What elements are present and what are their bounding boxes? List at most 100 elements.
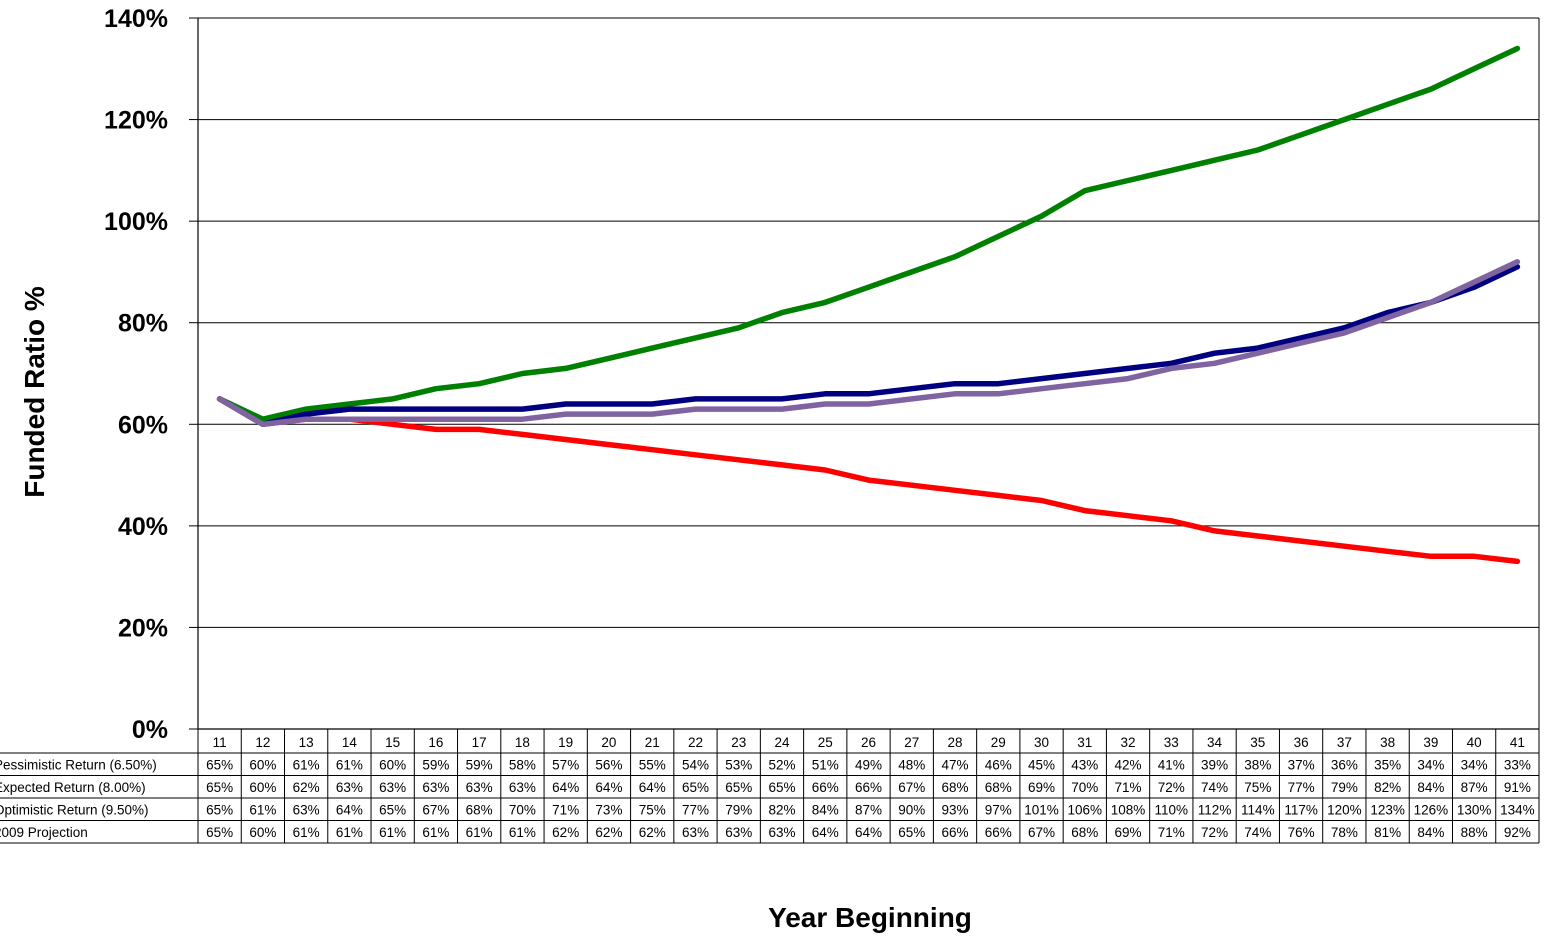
table-cell: 106%: [1068, 802, 1103, 817]
x-category-label: 16: [428, 735, 443, 750]
table-cell: 60%: [249, 757, 276, 772]
x-category-label: 33: [1164, 735, 1179, 750]
x-category-label: 32: [1121, 735, 1136, 750]
table-cell: 63%: [682, 825, 709, 840]
table-cell: 34%: [1417, 757, 1444, 772]
x-category-label: 13: [299, 735, 314, 750]
table-cell: 37%: [1288, 757, 1315, 772]
series-line-3: [216, 45, 1521, 422]
table-cell: 75%: [1244, 780, 1271, 795]
table-cell: 87%: [855, 802, 882, 817]
table-cell: 66%: [942, 825, 969, 840]
gridlines: [189, 17, 1540, 730]
x-category-label: 14: [342, 735, 358, 750]
y-axis-label: Funded Ratio %: [19, 286, 50, 498]
table-cell: 71%: [552, 802, 579, 817]
table-cell: 71%: [1115, 780, 1142, 795]
table-cell: 57%: [552, 757, 579, 772]
table-cell: 82%: [1374, 780, 1401, 795]
table-cell: 60%: [249, 825, 276, 840]
table-cell: 68%: [942, 780, 969, 795]
x-category-label: 26: [861, 735, 876, 750]
table-row-label: Expected Return (8.00%): [0, 780, 146, 795]
x-category-label: 27: [904, 735, 919, 750]
x-category-label: 34: [1207, 735, 1223, 750]
table-row-label: 2009 Projection: [0, 825, 88, 840]
table-cell: 97%: [985, 802, 1012, 817]
table-cell: 68%: [1071, 825, 1098, 840]
table-cell: 65%: [725, 780, 752, 795]
y-tick-label: 140%: [104, 5, 168, 33]
table-cell: 65%: [768, 780, 795, 795]
table-cell: 134%: [1500, 802, 1535, 817]
table-cell: 82%: [768, 802, 795, 817]
x-category-label: 29: [991, 735, 1006, 750]
x-category-label: 20: [601, 735, 616, 750]
table-cell: 93%: [942, 802, 969, 817]
table-cell: 130%: [1457, 802, 1492, 817]
table-cell: 64%: [595, 780, 622, 795]
table-cell: 60%: [379, 757, 406, 772]
table-cell: 64%: [552, 780, 579, 795]
table-cell: 46%: [985, 757, 1012, 772]
x-category-label: 19: [558, 735, 573, 750]
x-category-label: 36: [1294, 735, 1309, 750]
table-row-label: Pessimistic Return (6.50%): [0, 757, 157, 772]
table-cell: 66%: [812, 780, 839, 795]
table-cell: 55%: [639, 757, 666, 772]
y-tick-label: 40%: [118, 513, 168, 541]
x-category-label: 18: [515, 735, 530, 750]
table-cell: 63%: [336, 780, 363, 795]
table-cell: 63%: [422, 780, 449, 795]
x-axis-label: Year Beginning: [768, 902, 972, 933]
x-category-label: 24: [774, 735, 790, 750]
y-axis-tick-labels: 0% 20% 40% 60% 80% 100% 120% 140%: [104, 5, 168, 744]
table-cell: 61%: [336, 825, 363, 840]
x-category-label: 17: [472, 735, 487, 750]
table-cell: 48%: [898, 757, 925, 772]
table-cell: 63%: [379, 780, 406, 795]
table-cell: 75%: [639, 802, 666, 817]
table-cell: 65%: [206, 802, 233, 817]
table-cell: 74%: [1201, 780, 1228, 795]
table-cell: 78%: [1331, 825, 1358, 840]
table-cell: 56%: [595, 757, 622, 772]
table-cell: 77%: [682, 802, 709, 817]
table-cell: 72%: [1201, 825, 1228, 840]
table-cell: 69%: [1115, 825, 1142, 840]
table-cell: 72%: [1158, 780, 1185, 795]
x-category-label: 41: [1510, 735, 1525, 750]
table-cell: 63%: [509, 780, 536, 795]
table-cell: 33%: [1504, 757, 1531, 772]
table-cell: 108%: [1111, 802, 1146, 817]
table-cell: 84%: [1417, 780, 1444, 795]
table-cell: 59%: [466, 757, 493, 772]
table-cell: 63%: [725, 825, 752, 840]
table-cell: 79%: [725, 802, 752, 817]
series-line-4: [216, 259, 1521, 428]
table-cell: 69%: [1028, 780, 1055, 795]
table-cell: 61%: [249, 802, 276, 817]
table-cell: 84%: [812, 802, 839, 817]
table-cell: 120%: [1327, 802, 1362, 817]
x-category-label: 25: [818, 735, 833, 750]
table-cell: 49%: [855, 757, 882, 772]
x-category-label: 35: [1250, 735, 1265, 750]
x-category-label: 40: [1467, 735, 1482, 750]
x-category-label: 12: [255, 735, 270, 750]
table-cell: 58%: [509, 757, 536, 772]
table-cell: 67%: [1028, 825, 1055, 840]
table-row-label: Optimistic Return (9.50%): [0, 802, 149, 817]
series-line-2: [216, 264, 1521, 428]
table-cell: 64%: [639, 780, 666, 795]
table-cell: 61%: [336, 757, 363, 772]
x-category-label: 23: [731, 735, 746, 750]
y-tick-label: 0%: [132, 716, 168, 744]
table-cell: 114%: [1241, 802, 1275, 817]
table-cell: 62%: [293, 780, 320, 795]
table-cell: 34%: [1461, 757, 1488, 772]
table-cell: 63%: [466, 780, 493, 795]
x-category-label: 39: [1423, 735, 1438, 750]
table-cell: 88%: [1461, 825, 1488, 840]
table-cell: 62%: [639, 825, 666, 840]
